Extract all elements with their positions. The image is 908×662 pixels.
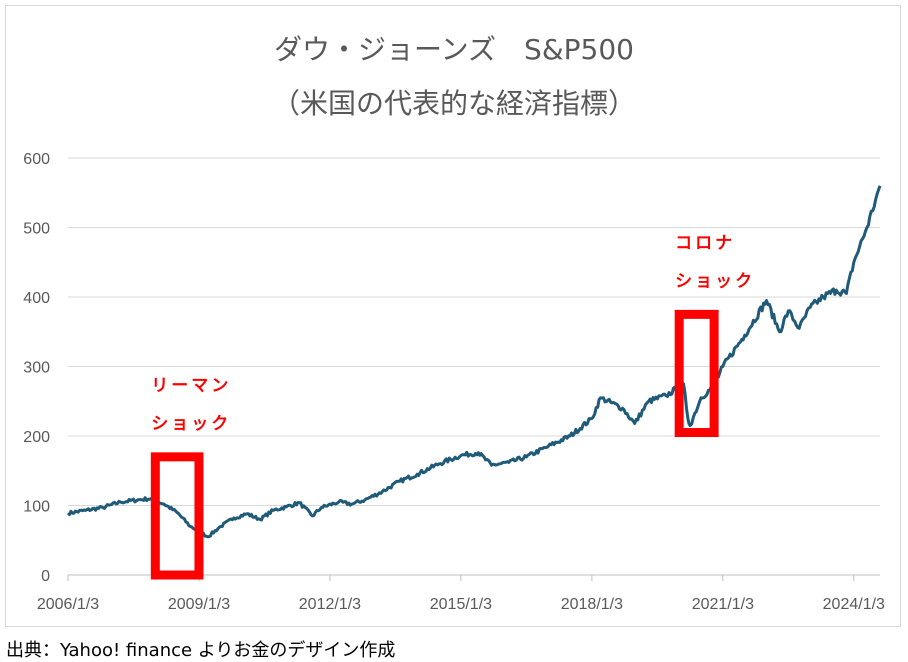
annotation-box — [150, 452, 204, 580]
annotation-label: ショック — [675, 271, 755, 291]
y-tick-label: 200 — [23, 429, 50, 446]
annotation-label: コロナ — [675, 233, 735, 253]
chart-subtitle: （米国の代表的な経済指標） — [271, 87, 636, 120]
y-tick-label: 400 — [23, 290, 50, 307]
x-tick-label: 2018/1/3 — [561, 596, 623, 613]
gridlines — [68, 157, 880, 506]
x-tick-label: 2006/1/3 — [37, 596, 99, 613]
annotation-box — [674, 309, 719, 438]
y-tick-label: 500 — [23, 221, 50, 238]
y-tick-label: 600 — [23, 151, 50, 168]
source-caption: 出典：Yahoo! finance よりお金のデザイン作成 — [6, 640, 396, 661]
y-tick-label: 0 — [41, 568, 50, 585]
y-tick-label: 300 — [23, 360, 50, 377]
x-tick-label: 2024/1/3 — [823, 596, 885, 613]
x-tick-label: 2009/1/3 — [168, 596, 230, 613]
y-tick-labels: 0 100 200 300 400 500 600 — [23, 151, 50, 585]
series-line — [66, 185, 882, 539]
chart-title: ダウ・ジョーンズ S&P500 — [274, 33, 634, 66]
x-tick-labels: 2006/1/3 2009/1/3 2012/1/3 2015/1/3 2018/1/3… — [37, 596, 885, 613]
x-tick-label: 2021/1/3 — [692, 596, 754, 613]
x-tick-label: 2015/1/3 — [430, 596, 492, 613]
annotation-label: ショック — [151, 414, 231, 434]
y-tick-label: 100 — [23, 499, 50, 516]
annotation-label: リーマン — [151, 376, 231, 396]
x-tick-label: 2012/1/3 — [299, 596, 361, 613]
